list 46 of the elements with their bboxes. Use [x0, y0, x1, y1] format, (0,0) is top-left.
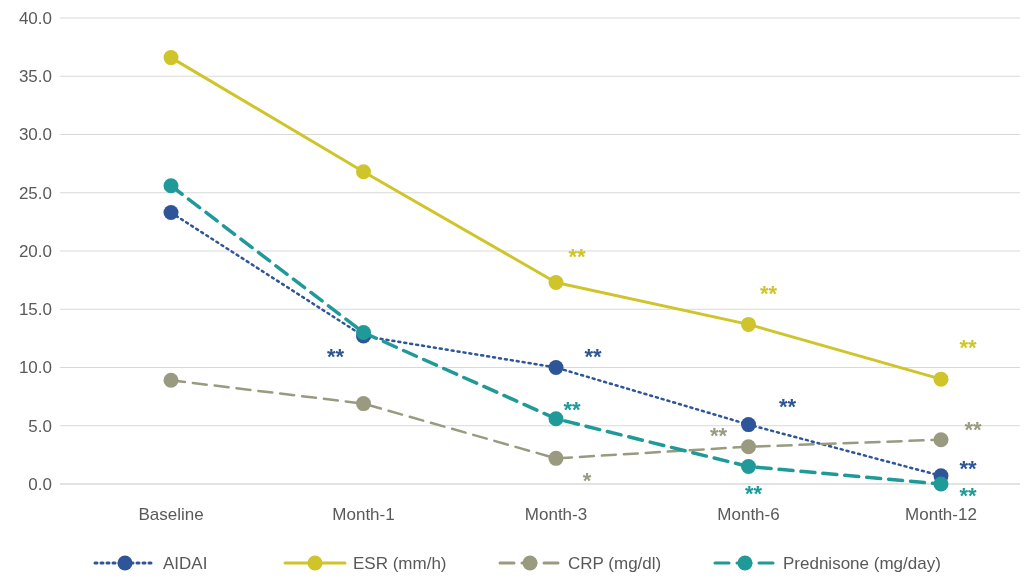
legend-label: Prednisone (mg/day) — [783, 553, 941, 573]
x-tick-label: Month-3 — [524, 505, 588, 524]
point — [548, 360, 564, 375]
point — [163, 50, 179, 66]
annotation: ** — [584, 343, 602, 369]
annotation: ** — [959, 335, 977, 361]
x-tick-label: Month-6 — [717, 505, 780, 524]
annotation: ** — [959, 455, 977, 481]
annotation: ** — [744, 480, 763, 506]
annotation: * — [582, 468, 592, 494]
point — [548, 450, 564, 466]
point — [933, 476, 949, 492]
point — [741, 417, 756, 433]
annotation: ** — [759, 281, 778, 307]
annotation: ** — [326, 344, 345, 370]
annotation: ** — [709, 422, 728, 448]
point — [741, 316, 756, 332]
point — [548, 411, 564, 427]
y-tick-label: 5.0 — [28, 416, 52, 436]
y-tick-label: 0.0 — [28, 474, 52, 494]
x-tick-label: Baseline — [138, 505, 204, 524]
legend-label: AIDAI — [163, 553, 208, 573]
point — [356, 396, 371, 412]
point — [933, 371, 949, 387]
y-tick-label: 20.0 — [18, 241, 52, 261]
legend-label: ESR (mm/h) — [353, 553, 447, 573]
point — [548, 274, 564, 290]
y-tick-label: 35.0 — [18, 67, 52, 87]
annotation: ** — [778, 393, 797, 419]
y-tick-label: 25.0 — [18, 183, 52, 203]
y-tick-label: 10.0 — [18, 358, 52, 378]
point — [163, 372, 179, 388]
x-tick-label: Month-1 — [332, 505, 395, 524]
annotation: ** — [964, 416, 982, 442]
point — [741, 439, 756, 455]
y-tick-label: 40.0 — [18, 8, 52, 28]
point — [163, 178, 179, 194]
y-tick-label: 15.0 — [18, 300, 52, 320]
annotation: ** — [568, 243, 586, 269]
annotation: ** — [563, 396, 581, 422]
point — [163, 205, 179, 221]
y-tick-label: 30.0 — [18, 125, 52, 145]
legend-label: CRP (mg/dl) — [568, 553, 662, 573]
point — [356, 164, 371, 180]
point — [933, 432, 949, 448]
point — [741, 459, 756, 475]
